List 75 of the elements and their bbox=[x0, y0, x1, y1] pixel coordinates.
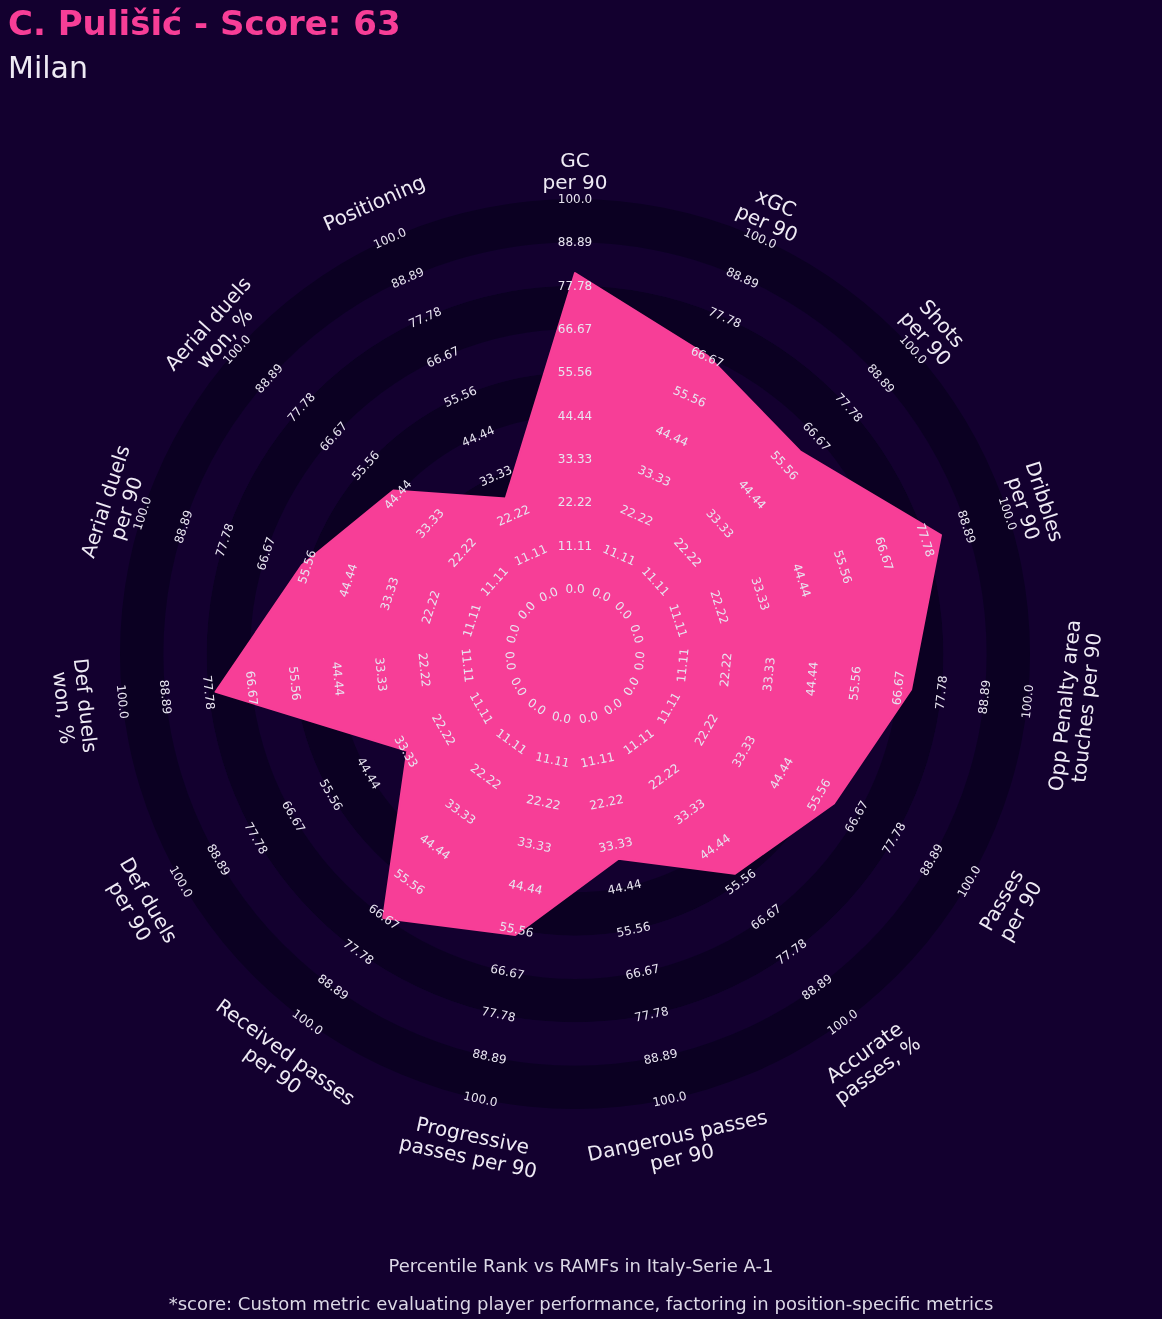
text: Percentile Rank vs RAMFs in Italy-Serie A-1 bbox=[388, 1255, 774, 1276]
text: 77.78 bbox=[480, 1003, 517, 1025]
text: 22.22 bbox=[717, 652, 735, 688]
text: 0.0 bbox=[589, 584, 614, 605]
chart-title: C. Pulišić - Score: 63 bbox=[8, 3, 401, 43]
chart-subtitle: Milan bbox=[8, 50, 88, 85]
text: 55.56 bbox=[557, 365, 593, 380]
text: 88.89 bbox=[389, 264, 427, 292]
text: 66.67 bbox=[557, 321, 593, 336]
text: 88.89 bbox=[954, 508, 979, 546]
text: 66.67 bbox=[243, 670, 261, 706]
text: 88.89 bbox=[471, 1046, 508, 1068]
text: 55.56 bbox=[846, 665, 864, 702]
text: 77.78 bbox=[199, 674, 218, 711]
text: 33.33 bbox=[557, 452, 593, 467]
text: 0.0 bbox=[536, 584, 561, 605]
text: 100.0 bbox=[462, 1088, 499, 1110]
text: 77.78 bbox=[212, 521, 237, 559]
text: 77.78 bbox=[406, 304, 444, 331]
text: 0.0 bbox=[565, 581, 585, 596]
text: 88.89 bbox=[557, 235, 593, 250]
text: 100.0 bbox=[113, 683, 132, 720]
text: 44.44 bbox=[507, 876, 544, 898]
text: 100.0 bbox=[651, 1088, 688, 1110]
text: 22.22 bbox=[557, 495, 593, 510]
text: 55.56 bbox=[286, 665, 304, 702]
text: 33.33 bbox=[377, 575, 402, 613]
text: 11.11 bbox=[460, 602, 484, 640]
spoke-label: GC per 90 bbox=[542, 148, 608, 194]
text: 66.67 bbox=[489, 961, 526, 983]
text: 33.33 bbox=[748, 575, 773, 613]
text: 0.0 bbox=[611, 598, 635, 623]
text: 66.67 bbox=[889, 670, 907, 706]
text: 33.33 bbox=[760, 656, 778, 693]
text: 0.0 bbox=[550, 708, 573, 727]
text: 77.78 bbox=[932, 674, 951, 711]
text: 22.22 bbox=[415, 652, 433, 688]
text: 11.11 bbox=[534, 749, 571, 771]
text: 22.22 bbox=[707, 588, 732, 626]
text: 22.22 bbox=[525, 791, 562, 813]
text: *score: Custom metric evaluating player performance, factoring in position-specific metrics bbox=[168, 1293, 994, 1314]
text: 55.56 bbox=[295, 548, 320, 586]
text: 66.67 bbox=[688, 343, 726, 371]
text: 66.67 bbox=[253, 535, 278, 573]
text: 88.89 bbox=[642, 1046, 679, 1068]
spoke-label: Def duels won, % bbox=[48, 657, 103, 754]
text: 0.0 bbox=[627, 622, 647, 646]
text: 0.0 bbox=[503, 622, 523, 646]
text: 88.89 bbox=[171, 508, 196, 546]
text: 11.11 bbox=[458, 647, 477, 684]
text: 33.33 bbox=[597, 834, 634, 856]
text: 11.11 bbox=[579, 749, 616, 771]
text: 0.0 bbox=[515, 598, 539, 623]
text: 44.44 bbox=[336, 561, 361, 599]
text: 0.0 bbox=[577, 708, 600, 727]
text: 55.56 bbox=[615, 919, 652, 940]
text: 11.11 bbox=[512, 541, 550, 569]
text: 33.33 bbox=[516, 834, 553, 856]
text: 22.22 bbox=[588, 791, 625, 813]
text: 55.56 bbox=[498, 919, 535, 940]
text: 77.78 bbox=[633, 1003, 670, 1025]
text: 33.33 bbox=[477, 462, 515, 490]
text: 11.11 bbox=[557, 538, 593, 553]
text: 100.0 bbox=[1018, 683, 1037, 720]
text: 44.44 bbox=[557, 408, 593, 423]
text: 77.78 bbox=[913, 521, 938, 559]
text: 22.22 bbox=[418, 588, 443, 626]
spoke-label: Opp Penalty area touches per 90 bbox=[1043, 618, 1106, 793]
text: 88.89 bbox=[975, 679, 994, 715]
text: 88.89 bbox=[156, 679, 175, 715]
text: 44.44 bbox=[329, 661, 347, 697]
text: 44.44 bbox=[459, 422, 497, 450]
text: 66.67 bbox=[624, 961, 661, 983]
text: 0.0 bbox=[631, 650, 648, 672]
text: 11.11 bbox=[600, 541, 638, 569]
